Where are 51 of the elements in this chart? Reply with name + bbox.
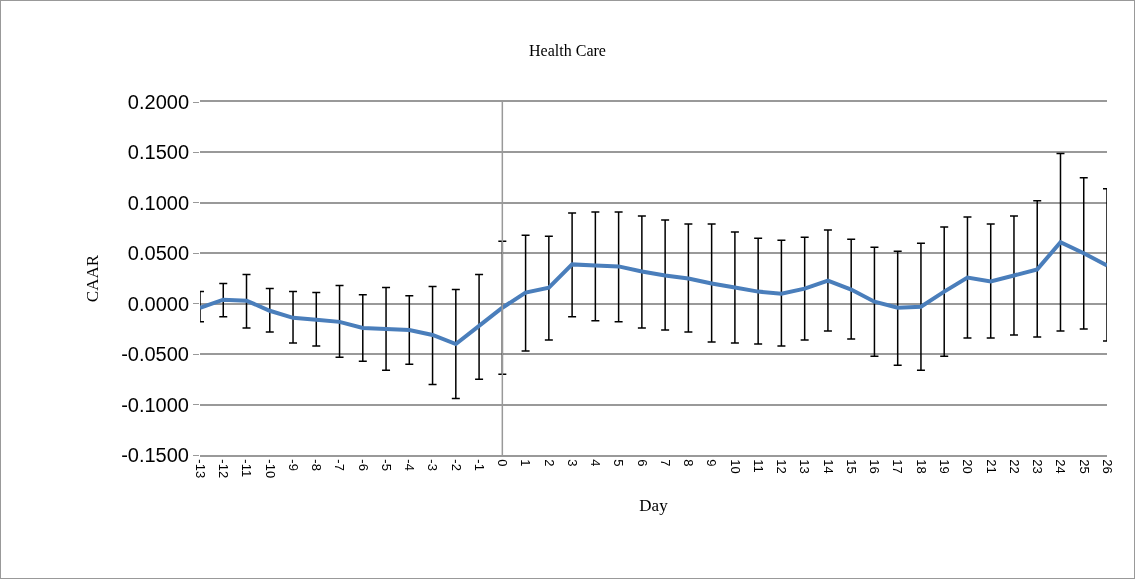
x-tick-label: 25 xyxy=(1076,459,1092,474)
x-axis-title: Day xyxy=(639,496,669,516)
x-tick-label: 16 xyxy=(867,459,883,474)
x-tick-label: 11 xyxy=(750,459,766,473)
x-tick-label: 10 xyxy=(727,459,743,474)
x-tick-label: 24 xyxy=(1053,459,1069,474)
x-tick-label: -3 xyxy=(425,459,441,471)
x-tick-label: 8 xyxy=(681,459,697,467)
x-tick-label: -11 xyxy=(239,459,255,478)
x-tick-label: -7 xyxy=(332,459,348,471)
chart-title: Health Care xyxy=(529,41,606,59)
x-tick-label: 13 xyxy=(797,459,813,474)
x-tick-label: 18 xyxy=(913,459,929,474)
y-tick-label: 0.1500 xyxy=(127,141,189,164)
x-tick-label: 9 xyxy=(704,459,720,467)
y-axis-title: CAAR xyxy=(82,254,102,303)
x-tick-label: 1 xyxy=(518,459,534,467)
y-tick-label: 0.1000 xyxy=(127,191,189,214)
x-tick-label: -10 xyxy=(262,459,278,479)
x-tick-label: -2 xyxy=(448,459,464,471)
x-tick-label: 0 xyxy=(495,459,511,467)
x-tick-label: -5 xyxy=(378,459,394,471)
x-tick-label: 6 xyxy=(634,459,650,467)
y-tick-label: 0.0000 xyxy=(127,292,189,315)
x-tick-label: 21 xyxy=(983,459,999,474)
x-tick-label: 14 xyxy=(820,459,836,474)
x-tick-label: 12 xyxy=(774,459,790,474)
x-tick-label: 4 xyxy=(588,459,604,467)
x-tick-label: 19 xyxy=(936,459,952,474)
x-tick-label: -9 xyxy=(285,459,301,471)
x-tick-label: 7 xyxy=(657,459,673,467)
y-tick-label: -0.1000 xyxy=(121,393,189,416)
x-tick-label: -8 xyxy=(309,459,325,471)
x-tick-label: 5 xyxy=(611,459,627,467)
x-tick-label: 15 xyxy=(843,459,859,474)
y-tick-label: -0.0500 xyxy=(121,343,189,366)
x-tick-label: -4 xyxy=(402,459,418,471)
x-tick-label: -1 xyxy=(471,459,487,471)
y-tick-label: 0.0500 xyxy=(127,242,189,265)
x-tick-label: 20 xyxy=(960,459,976,474)
x-tick-label: -12 xyxy=(216,459,232,479)
x-tick-label: 22 xyxy=(1006,459,1022,474)
x-tick-label: 2 xyxy=(541,459,557,467)
x-tick-label: -6 xyxy=(355,459,371,471)
x-tick-label: 3 xyxy=(564,459,580,467)
y-tick-label: -0.1500 xyxy=(121,444,189,466)
x-tick-label: 23 xyxy=(1030,459,1046,474)
x-tick-label: 17 xyxy=(890,459,906,474)
y-tick-label: 0.2000 xyxy=(127,91,189,113)
x-tick-label: -13 xyxy=(192,459,208,479)
x-tick-label: 26 xyxy=(1099,459,1115,474)
